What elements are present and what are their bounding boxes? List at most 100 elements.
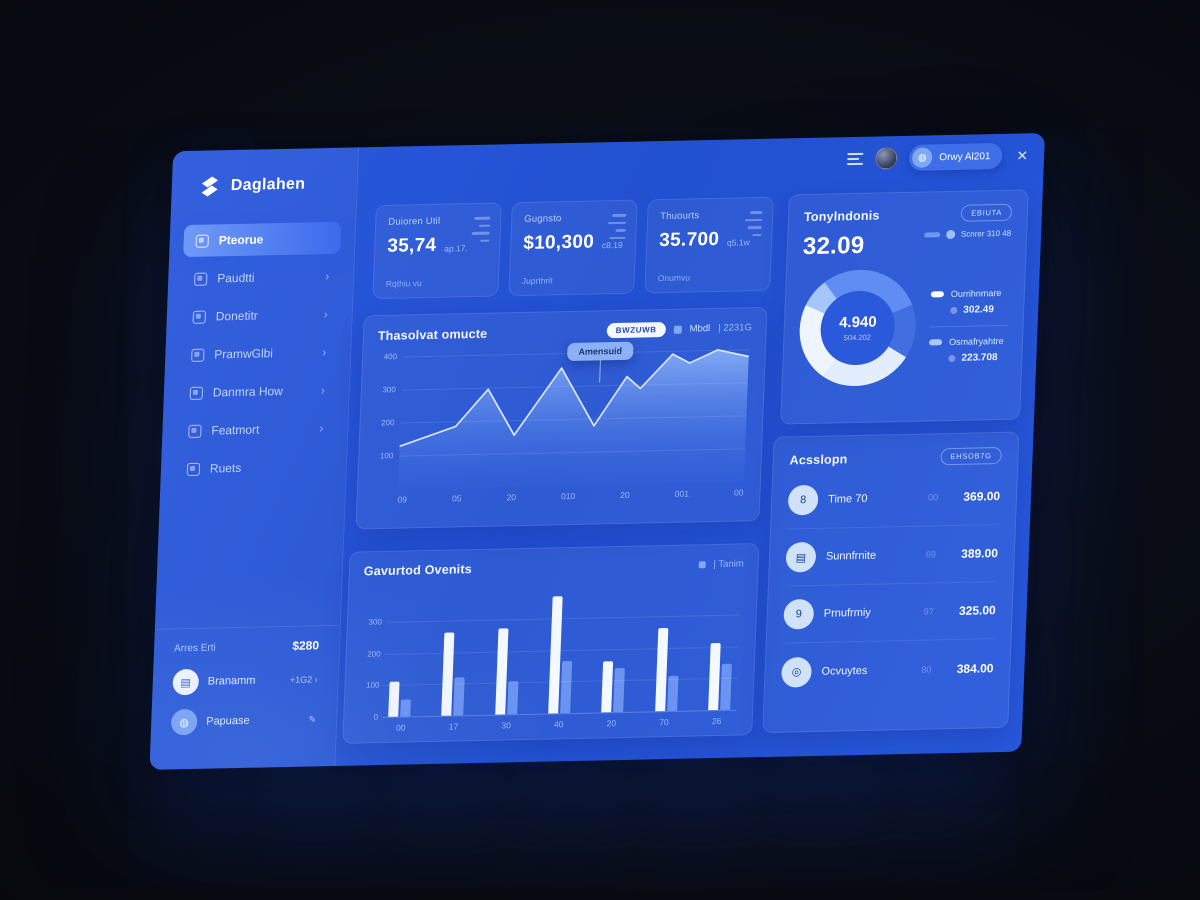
profile-avatar[interactable]: [874, 147, 898, 170]
donut-filter-button[interactable]: EBIUTA: [960, 203, 1013, 222]
sidebar-item-6[interactable]: Ruets: [174, 450, 332, 485]
bar-white: [708, 643, 721, 711]
row-secondary-value: 00: [927, 492, 939, 503]
plan-value: $280: [292, 638, 320, 653]
line-x-axis: 09 05 20 010 20 001 00: [397, 487, 743, 504]
sidebar-item-0[interactable]: Pteorue: [183, 221, 342, 258]
menu-icon[interactable]: [847, 153, 864, 165]
line-chart-svg: [398, 349, 749, 489]
x-tick-label: 09: [397, 494, 408, 505]
user-avatar-icon: ▤: [172, 668, 200, 696]
bar-chart-card: Gavurtod Ovenits | Tanim 300 200 100 0 00 17…: [342, 543, 760, 744]
x-tick-label: 70: [659, 717, 669, 728]
row-avatar-icon: ◎: [780, 656, 813, 688]
assignment-row-0[interactable]: 8 Time 70 00 369.00: [787, 467, 1002, 530]
plan-label: Arres Erti: [173, 641, 216, 654]
sidebar-item-label: Pteorue: [218, 232, 264, 248]
x-tick-label: 20: [620, 489, 630, 500]
sidebar-user-row[interactable]: ▤ Branamm +1G2 ›: [172, 666, 318, 696]
chevron-right-icon: ›: [319, 421, 324, 436]
user-badge: +1G2 ›: [289, 674, 318, 685]
sidebar-item-label: Featmort: [211, 422, 260, 438]
bar-legend-swatch: [698, 560, 706, 568]
sidebar-item-3[interactable]: PramwGlbi ›: [179, 336, 337, 371]
sidebar-item-2[interactable]: Donetitr ›: [180, 298, 338, 333]
bar-white: [494, 628, 509, 715]
bar-chart-plot: 300 200 100 0: [366, 582, 742, 722]
account-label: Papuase: [205, 714, 250, 728]
legend-subdot-icon: [948, 354, 956, 362]
y-tick-label: 100: [365, 680, 380, 691]
row-secondary-value: 80: [921, 663, 932, 675]
row-value: 384.00: [956, 660, 994, 676]
user-pill-button[interactable]: ◍ Orwy Al201: [908, 142, 1003, 171]
spark-bar: [480, 239, 490, 242]
x-tick-label: 17: [448, 721, 459, 732]
donut-center-value: 4.940: [838, 313, 877, 332]
legend-subdot-icon: [950, 306, 958, 314]
spark-bar: [471, 231, 490, 235]
spark-bar: [752, 233, 762, 237]
x-tick-label: 20: [506, 492, 517, 503]
stat-sub-value: ap.17.: [444, 243, 469, 254]
logo-icon: [201, 176, 219, 197]
sidebar-item-4[interactable]: Danmra How ›: [177, 374, 335, 409]
legend-value: 223.708: [961, 351, 998, 364]
legend-swatch: [930, 290, 945, 297]
stat-card-0[interactable]: Duioren Util 35,74 ap.17. Rqthiu vu: [372, 202, 502, 300]
bar-white: [654, 628, 668, 712]
user-pill-label: Orwy Al201: [939, 150, 991, 163]
bar-legend-label: | Tanim: [713, 557, 744, 570]
x-tick-label: 40: [553, 719, 564, 730]
y-tick-label: 300: [368, 617, 383, 627]
sparkline-icon: [607, 213, 627, 240]
assignments-title: Acsslopn: [789, 451, 848, 467]
donut-legend-item-0: Ourrihnmare: [930, 287, 1009, 299]
y-tick-label: 200: [380, 418, 395, 428]
stat-card-1[interactable]: Gugnsto $10,300 c8.19 Juprthrit: [508, 199, 638, 297]
nav-icon: [189, 386, 204, 400]
edit-icon[interactable]: ✎: [308, 713, 317, 725]
user-name: Branamm: [207, 674, 256, 688]
legend-label: Osmafryahtre: [948, 335, 1004, 347]
donut-legend-sub: 223.708: [948, 351, 1006, 363]
sparkline-icon: [744, 210, 763, 237]
x-tick-label: 20: [606, 718, 617, 729]
sidebar-account-row[interactable]: ◍ Papuase ✎: [170, 706, 317, 736]
x-tick-label: 001: [674, 488, 690, 499]
y-tick-label: 400: [383, 352, 398, 362]
spark-bar: [747, 225, 762, 229]
x-tick-label: 05: [451, 493, 462, 504]
app-name: Daglahen: [230, 175, 306, 195]
chevron-right-icon: ›: [320, 383, 326, 398]
assignment-row-1[interactable]: ▤ Sunnfrnite 69 389.00: [784, 525, 999, 587]
close-icon[interactable]: ✕: [1016, 146, 1029, 164]
sidebar-item-5[interactable]: Featmort ›: [176, 412, 334, 447]
donut-center: 4.940 504.202: [819, 290, 897, 366]
line-legend-swatch: [673, 325, 682, 334]
sidebar-nav: Pteorue Paudtti › Donetitr › PramwGlbi › Danmra…: [160, 221, 355, 485]
donut-legend-item-1: Osmafryahtre: [928, 335, 1007, 347]
y-tick-label: 0: [373, 712, 379, 722]
divider: [929, 324, 1008, 327]
sidebar-item-1[interactable]: Paudtti ›: [182, 260, 340, 295]
nav-icon: [192, 310, 207, 324]
assignments-card: Acsslopn EHSOB7G 8 Time 70 00 369.00 ▤ Sunnfr…: [762, 431, 1020, 734]
y-tick-label: 100: [379, 451, 394, 461]
spark-bar: [474, 216, 491, 220]
stat-card-2[interactable]: Thuourts 35.700 q5.1w Onumvu: [644, 196, 774, 294]
line-chart-plot: Amensuid 400 300 200 100: [380, 341, 749, 489]
nav-icon: [194, 272, 208, 286]
assignment-row-3[interactable]: ◎ Ocvuytes 80 384.00: [780, 639, 994, 700]
x-tick-label: 00: [395, 722, 406, 733]
donut-top-legend: Scnrer 310 48: [923, 229, 1011, 240]
assignment-row-2[interactable]: 9 Prnufrmiy 97 325.00: [782, 582, 997, 644]
x-tick-label: 26: [711, 715, 722, 727]
assignments-filter-button[interactable]: EHSOB7G: [940, 446, 1002, 466]
donut-chart: 4.940 504.202: [797, 268, 918, 388]
line-chart-title: Thasolvat omucte: [377, 326, 488, 343]
line-chart-filter-button[interactable]: BWZUWB: [606, 321, 666, 339]
bar-blue: [506, 680, 519, 715]
donut-legend-sub: 302.49: [950, 303, 1008, 315]
